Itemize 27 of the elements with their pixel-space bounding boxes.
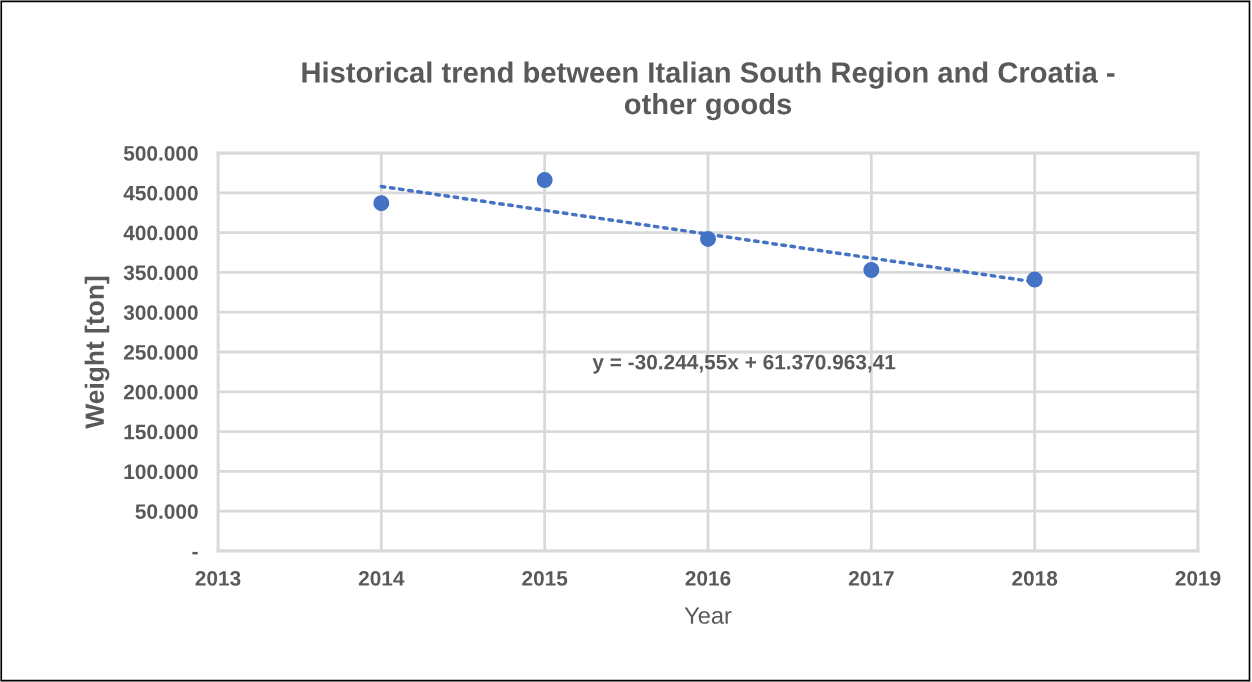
- point: [700, 230, 716, 247]
- y-tick-label: 50.000: [135, 504, 198, 519]
- y-axis-title: Weight [ton]: [84, 276, 110, 429]
- y-tick-label: -: [192, 551, 198, 555]
- x-tick-label: 2019: [1175, 570, 1221, 586]
- x-tick-label: 2015: [522, 570, 568, 586]
- x-tick-label: 2016: [685, 570, 731, 586]
- chart-title: Historical trend between Italian South Region and Croatia - other goods: [302, 61, 1115, 121]
- x-tick-label: 2014: [358, 570, 405, 586]
- y-tick-label: 200.000: [123, 384, 198, 400]
- y-tick-label: 450.000: [123, 185, 198, 201]
- annotation: y = -30.244,55x + 61.370.963,41: [592, 354, 896, 374]
- y-tick-label: 300.000: [123, 305, 198, 320]
- y-tick-label: 400.000: [123, 225, 198, 241]
- point: [373, 195, 390, 212]
- y-tick-label: 250.000: [123, 345, 198, 360]
- y-tick-label: 150.000: [124, 424, 198, 440]
- y-tick-label: 500.000: [123, 146, 198, 161]
- y-tick-label: 350.000: [123, 265, 198, 281]
- point: [863, 262, 880, 278]
- x-tick-label: 2017: [848, 570, 894, 586]
- x-tick-label: 2013: [195, 570, 241, 586]
- y-tick-label: 100.000: [124, 464, 198, 480]
- point: [536, 172, 553, 189]
- x-tick-label: 2018: [1012, 570, 1058, 586]
- point: [1026, 271, 1043, 288]
- x-axis-title: Year: [684, 607, 732, 624]
